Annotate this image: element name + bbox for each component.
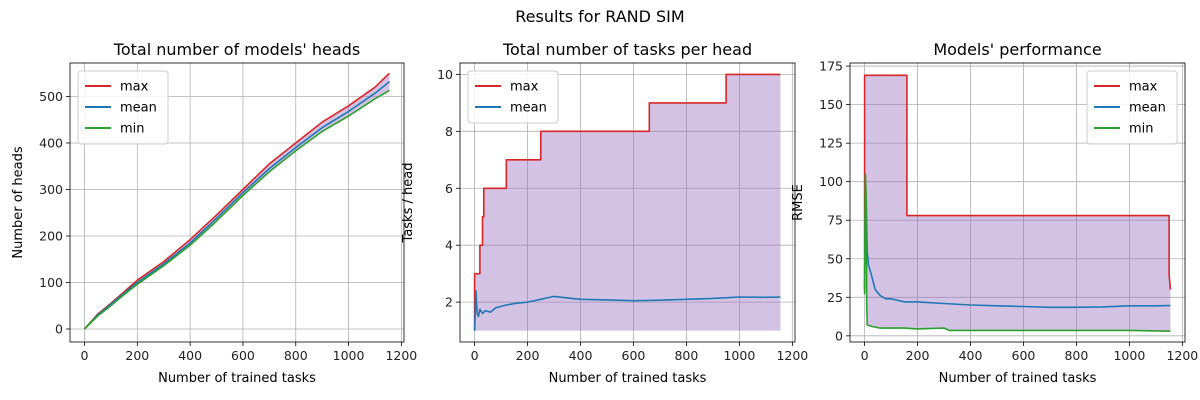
y-tick-label: 100 [819,174,843,189]
y-tick-label: 200 [39,228,63,243]
y-tick-label: 300 [39,182,63,197]
legend-box [77,70,169,145]
x-tick-label: 800 [1064,348,1088,363]
y-tick-label: 2 [445,295,453,310]
legend: max mean min [1086,70,1178,145]
x-tick-label: 0 [861,348,869,363]
chart-title: Models' performance [933,40,1101,59]
figure-suptitle: Results for RAND SIM [515,7,684,26]
series-line-max [473,73,781,331]
x-tick-label: 1000 [723,348,755,363]
chart-title: Total number of models' heads [113,40,360,59]
y-tick-label: 10 [437,67,453,82]
axes-frame [459,62,796,343]
x-tick-label: 600 [622,348,646,363]
series-line-mean [473,289,781,331]
range-band [864,75,1171,332]
y-tick-label: 75 [827,213,843,228]
legend-label-min: min [1129,122,1154,137]
series-line-max [863,74,1172,290]
legend-box [467,70,559,124]
x-tick-label: 600 [231,348,255,363]
x-axis-label: Number of trained tasks [939,371,1097,386]
x-axis-label: Number of trained tasks [158,371,316,386]
x-tick-label: 800 [284,348,308,363]
grid [460,63,795,342]
y-tick-label: 175 [819,59,843,74]
axes-frame [69,62,405,343]
x-tick-label: 400 [959,348,983,363]
y-tick-label: 6 [445,181,453,196]
y-tick-label: 100 [39,275,63,290]
x-tick-label: 200 [125,348,149,363]
y-axis-label: RMSE [791,184,806,221]
x-tick-label: 800 [674,348,698,363]
range-band [474,74,781,331]
legend-label-mean: mean [120,101,157,116]
x-tick-label: 1000 [1113,348,1145,363]
legend-label-max: max [120,80,149,95]
y-tick-label: 4 [445,238,453,253]
y-tick-label: 0 [55,321,63,336]
series-line-mean [863,180,1171,309]
x-tick-label: 200 [516,348,540,363]
legend-label-max: max [510,80,539,95]
y-tick-label: 25 [827,290,843,305]
series-line-max [83,72,391,330]
legend: max mean min [77,70,169,145]
x-tick-label: 0 [81,348,89,363]
x-tick-label: 0 [471,348,479,363]
chart-3: 0 200 400 600 800 1000 1200 0 25 50 75 100 125 150 175… [791,40,1198,386]
chart-1: 0 200 400 600 800 1000 1200 0 100 200 300 400 500 Tot… [11,40,417,386]
chart-title: Total number of tasks per head [502,40,752,59]
y-axis-label: Number of heads [11,146,26,258]
y-tick-label: 50 [827,251,843,266]
x-tick-label: 1000 [333,348,365,363]
x-axis-label: Number of trained tasks [549,371,707,386]
x-tick-label: 400 [569,348,593,363]
axes-frame [849,62,1186,343]
y-tick-label: 125 [819,136,843,151]
x-tick-label: 600 [1012,348,1036,363]
legend-box [1086,70,1178,145]
series-line-mean [83,80,390,330]
y-tick-label: 8 [445,124,453,139]
legend: max mean [467,70,559,124]
legend-label-min: min [120,122,145,137]
y-tick-label: 400 [39,135,63,150]
series-line-min [83,89,390,330]
x-tick-label: 1200 [385,348,417,363]
y-tick-label: 150 [819,97,843,112]
legend-label-mean: mean [1129,101,1166,116]
y-tick-label: 0 [835,328,843,343]
chart-2: 0 200 400 600 800 1000 1200 2 4 6 8 10 Total number … [401,40,808,386]
x-tick-label: 1200 [776,348,808,363]
y-tick-label: 500 [39,89,63,104]
y-axis-label: Tasks / head [401,163,416,244]
x-tick-label: 200 [906,348,930,363]
legend-label-mean: mean [510,101,547,116]
series-line-min [863,173,1171,332]
x-tick-label: 1200 [1166,348,1198,363]
legend-label-max: max [1129,80,1158,95]
x-tick-label: 400 [178,348,202,363]
